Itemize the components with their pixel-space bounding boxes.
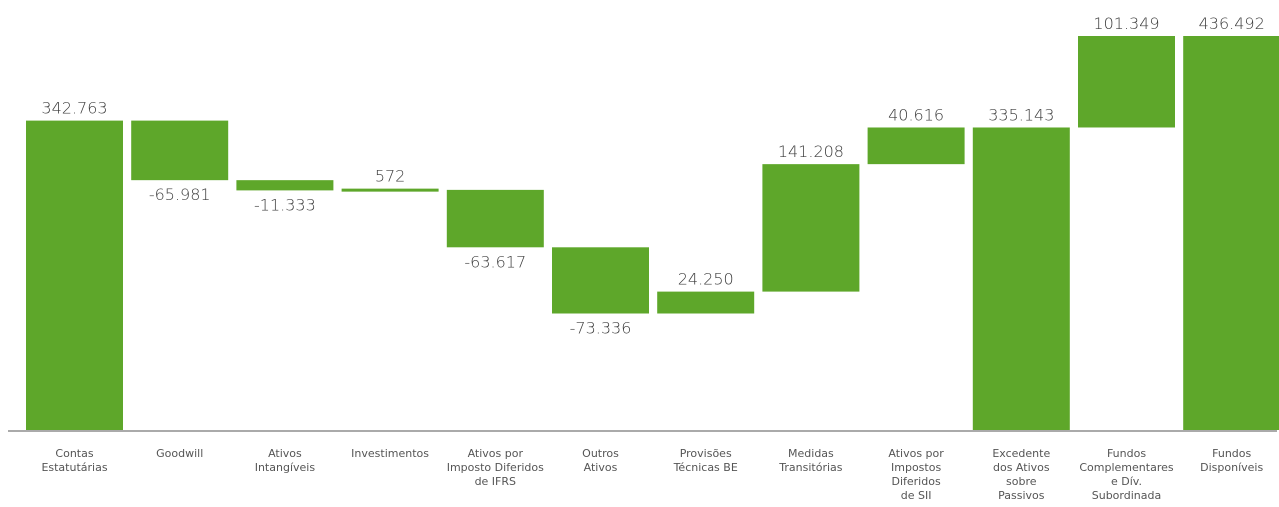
value-label-2: -11.333 <box>254 195 316 214</box>
value-label-0: 342.763 <box>41 99 107 118</box>
bar-0 <box>26 120 123 431</box>
value-label-9: 335.143 <box>988 105 1054 124</box>
bar-4 <box>446 189 544 248</box>
category-label-6: Provisões Técnicas BE <box>673 447 738 474</box>
value-labels-layer: 342.763 -65.981 -11.333 572 -63.617 -73.336 24… <box>41 14 1264 337</box>
category-labels-layer: Contas Estatutárias Goodwill Ativos Intangív… <box>41 447 1263 502</box>
category-label-10: Fundos Complementares e Dív. Subordinada <box>1079 447 1173 502</box>
bar-8 <box>867 127 965 165</box>
category-label-5: Outros Ativos <box>582 447 619 474</box>
category-label-3: Investimentos <box>351 447 429 460</box>
value-label-6: 24.250 <box>678 270 734 289</box>
category-label-0: Contas Estatutárias <box>41 447 107 474</box>
value-label-10: 101.349 <box>1093 14 1159 33</box>
bar-9 <box>972 127 1070 430</box>
value-label-8: 40.616 <box>888 105 944 124</box>
value-label-7: 141.208 <box>778 142 844 161</box>
category-label-8: Ativos por Impostos Diferidos de SII <box>888 447 944 502</box>
value-label-3: 572 <box>375 167 406 186</box>
value-label-11: 436.492 <box>1199 14 1265 33</box>
bar-5 <box>552 247 649 314</box>
category-label-7: Medidas Transitórias <box>778 447 842 474</box>
value-label-1: -65.981 <box>149 185 211 204</box>
bar-10 <box>1078 36 1175 128</box>
value-label-4: -63.617 <box>464 252 526 271</box>
bar-7 <box>762 164 860 292</box>
bar-6 <box>657 291 755 314</box>
bar-2 <box>236 180 334 191</box>
bar-3 <box>341 188 439 192</box>
bars-layer <box>26 36 1279 431</box>
category-label-1: Goodwill <box>156 447 203 460</box>
category-label-11: Fundos Disponíveis <box>1200 447 1263 474</box>
category-label-4: Ativos por Imposto Diferidos de IFRS <box>447 447 544 488</box>
bar-11 <box>1183 36 1279 430</box>
category-label-2: Ativos Intangíveis <box>255 447 316 474</box>
category-label-9: Excedente dos Ativos sobre Passivos <box>992 447 1050 502</box>
bar-1 <box>131 120 229 181</box>
value-label-5: -73.336 <box>570 318 632 337</box>
